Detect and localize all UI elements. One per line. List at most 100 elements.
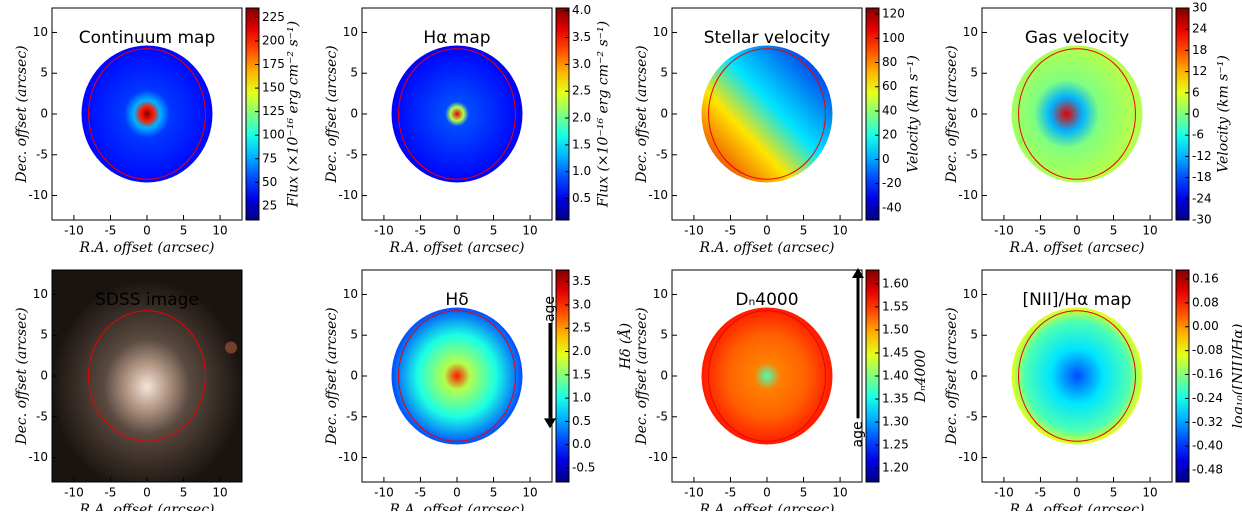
y-axis-label: Dec. offset (arcsec) bbox=[324, 307, 340, 445]
y-axis-label: Dec. offset (arcsec) bbox=[944, 307, 960, 445]
x-tick-label: 0 bbox=[1073, 224, 1081, 238]
x-tick-label: -10 bbox=[994, 224, 1014, 238]
age-annotation: age bbox=[850, 421, 866, 447]
colorbar-tick-label: 3.0 bbox=[572, 57, 591, 71]
x-tick-label: 5 bbox=[180, 486, 188, 500]
colorbar-tick-label: 2.0 bbox=[572, 344, 591, 358]
y-tick-label: -10 bbox=[28, 450, 48, 464]
colorbar-tick-label: 1.60 bbox=[882, 276, 909, 290]
colorbar-tick-label: 1.55 bbox=[882, 299, 909, 313]
age-arrow-head bbox=[544, 418, 556, 428]
y-tick-label: 5 bbox=[350, 66, 358, 80]
x-tick-label: 5 bbox=[180, 224, 188, 238]
x-tick-label: 10 bbox=[1142, 486, 1157, 500]
x-tick-label: 0 bbox=[453, 486, 461, 500]
colorbar-tick-label: 0.00 bbox=[1192, 319, 1219, 333]
colorbar-tick-label: 3.5 bbox=[572, 30, 591, 44]
y-tick-label: -5 bbox=[346, 409, 358, 423]
colorbar-tick-label: 0 bbox=[1192, 107, 1200, 121]
panel-title: Stellar velocity bbox=[704, 28, 831, 48]
x-tick-label: 10 bbox=[522, 224, 537, 238]
colorbar bbox=[246, 8, 259, 220]
colorbar-tick-label: 24 bbox=[1192, 22, 1207, 36]
colorbar-tick-label: 60 bbox=[882, 79, 897, 93]
y-tick-label: 0 bbox=[350, 107, 358, 121]
x-tick-label: -10 bbox=[64, 224, 84, 238]
colorbar-label: Velocity (km s⁻¹) bbox=[906, 55, 922, 173]
y-tick-label: -10 bbox=[338, 450, 358, 464]
colorbar-tick-label: 175 bbox=[262, 57, 285, 71]
y-tick-label: -10 bbox=[338, 188, 358, 202]
colorbar-tick-label: 1.45 bbox=[882, 345, 909, 359]
colorbar-tick-label: 225 bbox=[262, 10, 285, 24]
colorbar-tick-label: 50 bbox=[262, 175, 277, 189]
y-axis-label: Dec. offset (arcsec) bbox=[944, 45, 960, 183]
y-tick-label: -5 bbox=[36, 147, 48, 161]
y-tick-label: 5 bbox=[40, 66, 48, 80]
x-tick-label: -5 bbox=[1034, 224, 1046, 238]
map-image bbox=[392, 308, 523, 445]
x-tick-label: 5 bbox=[1110, 224, 1118, 238]
colorbar-label: Dₙ4000 bbox=[913, 350, 929, 404]
colorbar-tick-label: -0.08 bbox=[1192, 343, 1223, 357]
colorbar-tick-label: -20 bbox=[882, 176, 902, 190]
x-axis-label: R.A. offset (arcsec) bbox=[388, 240, 524, 256]
companion bbox=[225, 341, 237, 353]
map-image bbox=[1012, 46, 1143, 183]
colorbar-tick-label: 0.5 bbox=[572, 414, 591, 428]
colorbar-tick-label: 1.5 bbox=[572, 367, 591, 381]
y-tick-label: 10 bbox=[963, 25, 978, 39]
x-tick-label: 0 bbox=[143, 486, 151, 500]
colorbar-tick-label: 0.16 bbox=[1192, 271, 1219, 285]
colorbar-tick-label: 0.0 bbox=[572, 437, 591, 451]
colorbar-tick-label: 1.5 bbox=[572, 137, 591, 151]
colorbar-tick-label: -0.48 bbox=[1192, 463, 1223, 477]
y-tick-label: 0 bbox=[660, 107, 668, 121]
colorbar-tick-label: -0.24 bbox=[1192, 391, 1223, 405]
y-tick-label: 0 bbox=[40, 107, 48, 121]
colorbar bbox=[866, 8, 879, 220]
colorbar-tick-label: 100 bbox=[262, 128, 285, 142]
y-tick-label: 0 bbox=[970, 369, 978, 383]
y-tick-label: 5 bbox=[660, 328, 668, 342]
colorbar-tick-label: 1.0 bbox=[572, 164, 591, 178]
y-tick-label: -10 bbox=[958, 188, 978, 202]
map-image bbox=[1012, 308, 1143, 445]
y-tick-label: -5 bbox=[656, 409, 668, 423]
y-tick-label: -10 bbox=[958, 450, 978, 464]
panel-title: Dₙ4000 bbox=[735, 290, 798, 310]
colorbar-label: Velocity (km s⁻¹) bbox=[1216, 55, 1232, 173]
x-axis-label: R.A. offset (arcsec) bbox=[1008, 502, 1144, 511]
x-tick-label: -10 bbox=[994, 486, 1014, 500]
x-tick-label: -5 bbox=[414, 486, 426, 500]
x-tick-label: 10 bbox=[212, 224, 227, 238]
colorbar-tick-label: 150 bbox=[262, 81, 285, 95]
colorbar-tick-label: 1.40 bbox=[882, 369, 909, 383]
map-image bbox=[702, 46, 833, 183]
colorbar-tick-label: 30 bbox=[1192, 1, 1207, 15]
x-tick-label: 0 bbox=[453, 224, 461, 238]
colorbar-tick-label: -24 bbox=[1192, 191, 1212, 205]
panel-title: Hα map bbox=[423, 28, 490, 48]
x-tick-label: -5 bbox=[104, 486, 116, 500]
x-tick-label: 5 bbox=[1110, 486, 1118, 500]
y-tick-label: 5 bbox=[40, 328, 48, 342]
colorbar-tick-label: 2.5 bbox=[572, 321, 591, 335]
x-tick-label: -10 bbox=[684, 224, 704, 238]
y-tick-label: 5 bbox=[970, 66, 978, 80]
panel-title: Gas velocity bbox=[1025, 28, 1129, 48]
colorbar-tick-label: 1.25 bbox=[882, 438, 909, 452]
colorbar-tick-label: 3.5 bbox=[572, 274, 591, 288]
age-annotation: age bbox=[542, 296, 558, 322]
x-tick-label: -5 bbox=[104, 224, 116, 238]
colorbar-tick-label: 0.5 bbox=[572, 191, 591, 205]
colorbar-tick-label: 4.0 bbox=[572, 3, 591, 17]
colorbar-tick-label: 1.50 bbox=[882, 322, 909, 336]
x-tick-label: 0 bbox=[1073, 486, 1081, 500]
x-tick-label: -5 bbox=[724, 486, 736, 500]
y-tick-label: 5 bbox=[350, 328, 358, 342]
y-tick-label: 10 bbox=[33, 25, 48, 39]
colorbar-tick-label: 1.35 bbox=[882, 392, 909, 406]
x-tick-label: 0 bbox=[763, 224, 771, 238]
y-tick-label: -5 bbox=[656, 147, 668, 161]
